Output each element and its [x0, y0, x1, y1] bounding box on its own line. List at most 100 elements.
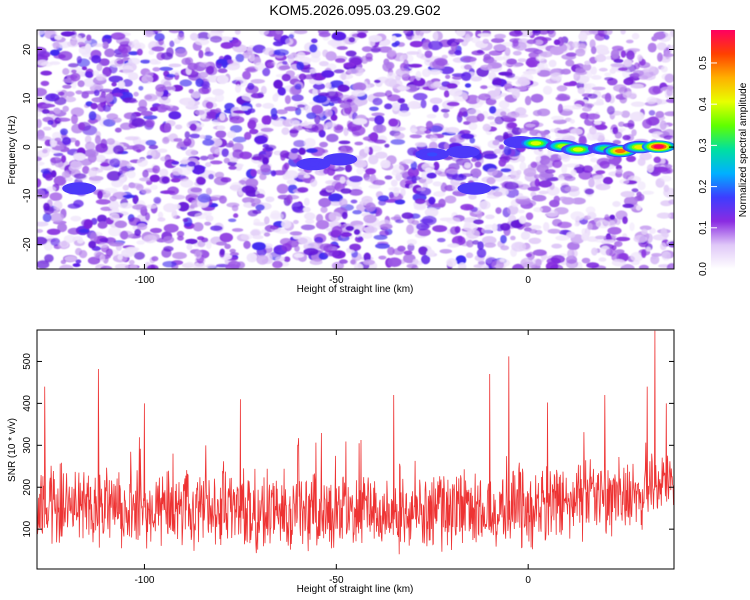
heatmap-cell [500, 111, 507, 117]
heatmap-cell [112, 117, 122, 123]
heatmap-cell [44, 254, 54, 263]
heatmap-cell [150, 227, 162, 234]
heatmap-cell [468, 122, 478, 131]
heatmap-cell [646, 164, 654, 173]
heatmap-cell [57, 91, 65, 96]
heatmap-cell [50, 237, 61, 247]
heatmap-y-axis-label: Frequency (Hz) [7, 116, 18, 185]
heatmap-cell [363, 214, 377, 224]
heatmap-cell [407, 147, 418, 156]
heatmap-cell [534, 39, 544, 46]
heatmap-cell [469, 137, 476, 144]
heatmap-cell [170, 178, 181, 183]
heatmap-cell [254, 62, 265, 71]
heatmap-cell [281, 243, 292, 252]
y-tick-label: 200 [22, 478, 33, 495]
heatmap-cell [192, 262, 206, 269]
heatmap-cell [385, 90, 393, 98]
heatmap-cell [210, 35, 222, 43]
heatmap-cell [666, 88, 673, 97]
heatmap-cell [309, 68, 317, 74]
heatmap-cell [252, 209, 262, 214]
heatmap-cell [517, 200, 531, 205]
heatmap-cell [207, 154, 216, 160]
heatmap-cell [642, 190, 655, 195]
heatmap-cell [323, 168, 329, 175]
heatmap-cell [235, 53, 245, 63]
heatmap-cell [353, 229, 361, 235]
snr-x-axis-label: Height of straight line (km) [297, 584, 414, 595]
signal-blob [653, 144, 664, 149]
heatmap-cell [524, 95, 532, 106]
heatmap-cell [435, 58, 448, 67]
heatmap-cell [228, 218, 237, 223]
heatmap-cell [468, 194, 477, 200]
heatmap-cell [108, 75, 124, 83]
heatmap-cell [319, 141, 328, 148]
heatmap-cell [656, 42, 667, 51]
heatmap-cell [656, 212, 672, 219]
heatmap-cell [351, 89, 366, 97]
heatmap-cell [216, 74, 229, 85]
heatmap-cell [345, 146, 354, 154]
heatmap-cell [247, 82, 255, 90]
heatmap-cell [368, 184, 382, 189]
heatmap-cell [591, 247, 598, 256]
heatmap-cell [406, 239, 418, 246]
heatmap-cell [273, 79, 283, 89]
heatmap-cell [73, 173, 87, 179]
heatmap-cell [648, 116, 660, 126]
heatmap-cell [265, 196, 275, 203]
heatmap-cell [604, 92, 612, 103]
heatmap-cell [261, 229, 267, 234]
heatmap-cell [191, 164, 206, 175]
x-tick-label: -50 [329, 275, 344, 286]
heatmap-cell [510, 235, 516, 241]
heatmap-cell [421, 30, 432, 34]
heatmap-cell [569, 119, 575, 124]
heatmap-cell [346, 249, 355, 254]
heatmap-cell [607, 226, 622, 235]
heatmap-cell [202, 139, 215, 146]
heatmap-cell [37, 30, 46, 36]
heatmap-cell [37, 161, 45, 166]
heatmap-cell [151, 46, 165, 52]
heatmap-cell [518, 183, 530, 190]
heatmap-cell [158, 211, 164, 219]
heatmap-cell [429, 69, 441, 76]
heatmap-cell [564, 175, 576, 182]
heatmap-cell [117, 80, 125, 89]
heatmap-cell [591, 75, 602, 80]
heatmap-cell [432, 181, 442, 187]
heatmap-cell [252, 242, 266, 251]
heatmap-cell [574, 222, 580, 227]
heatmap-cell [285, 38, 294, 45]
heatmap-cell [294, 83, 302, 90]
heatmap-cell [53, 200, 63, 210]
heatmap-cell [173, 138, 183, 142]
heatmap-cell [610, 63, 625, 68]
heatmap-cell [188, 89, 194, 94]
heatmap-cell [262, 47, 275, 56]
heatmap-cell [629, 111, 645, 122]
heatmap-cell [318, 197, 332, 208]
heatmap-cell [428, 40, 443, 51]
heatmap-cell [619, 178, 630, 185]
heatmap-cell [572, 103, 583, 110]
heatmap-cell [480, 264, 489, 269]
heatmap-cell [97, 221, 108, 229]
heatmap-cell [461, 71, 472, 81]
colorbar-tick-label: 0.0 [698, 262, 709, 276]
heatmap-cell [226, 59, 234, 65]
heatmap-cell [230, 182, 243, 192]
heatmap-cell [486, 59, 497, 63]
heatmap-cell [372, 97, 383, 106]
colorbar-tick-label: 0.3 [698, 138, 709, 152]
heatmap-cell [356, 32, 367, 39]
heatmap-cell [311, 104, 324, 115]
heatmap-cell [364, 146, 370, 154]
heatmap-cell [418, 177, 433, 185]
heatmap-cell [649, 227, 656, 234]
heatmap-cell [380, 159, 391, 169]
heatmap-cell [157, 217, 166, 222]
